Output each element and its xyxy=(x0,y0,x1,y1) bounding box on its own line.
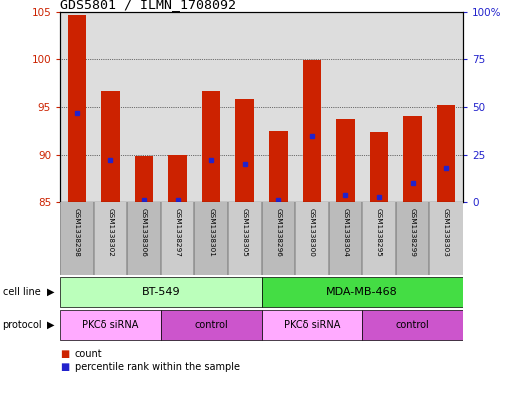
Text: GSM1338306: GSM1338306 xyxy=(141,208,147,257)
Bar xyxy=(101,91,120,202)
Bar xyxy=(60,310,161,340)
Text: GDS5801 / ILMN_1708092: GDS5801 / ILMN_1708092 xyxy=(60,0,236,11)
Bar xyxy=(403,116,422,202)
Text: PKCδ siRNA: PKCδ siRNA xyxy=(283,320,340,330)
Text: ■: ■ xyxy=(60,362,70,373)
Bar xyxy=(370,132,388,202)
Bar xyxy=(60,202,94,275)
Text: GSM1338295: GSM1338295 xyxy=(376,208,382,257)
Bar xyxy=(135,156,153,202)
Bar xyxy=(195,202,228,275)
Bar xyxy=(429,202,463,275)
Bar xyxy=(60,277,262,307)
Text: GSM1338303: GSM1338303 xyxy=(443,208,449,257)
Bar xyxy=(168,155,187,202)
Text: GSM1338302: GSM1338302 xyxy=(108,208,113,257)
Text: GSM1338304: GSM1338304 xyxy=(343,208,348,257)
Bar xyxy=(362,202,396,275)
Bar xyxy=(295,202,328,275)
Bar xyxy=(161,310,262,340)
Text: cell line: cell line xyxy=(3,287,40,297)
Text: GSM1338296: GSM1338296 xyxy=(275,208,281,257)
Text: protocol: protocol xyxy=(3,320,42,330)
Text: MDA-MB-468: MDA-MB-468 xyxy=(326,287,398,297)
Bar xyxy=(161,202,195,275)
Bar xyxy=(303,61,321,202)
Text: BT-549: BT-549 xyxy=(142,287,180,297)
Text: PKCδ siRNA: PKCδ siRNA xyxy=(82,320,139,330)
Text: GSM1338299: GSM1338299 xyxy=(410,208,415,257)
Bar xyxy=(67,15,86,202)
Text: ▶: ▶ xyxy=(48,320,55,330)
Text: count: count xyxy=(75,349,103,359)
Text: GSM1338305: GSM1338305 xyxy=(242,208,248,257)
Bar xyxy=(228,202,262,275)
Bar xyxy=(396,202,429,275)
Bar xyxy=(235,99,254,202)
Bar xyxy=(328,202,362,275)
Bar xyxy=(127,202,161,275)
Text: control: control xyxy=(194,320,228,330)
Text: percentile rank within the sample: percentile rank within the sample xyxy=(75,362,240,373)
Bar xyxy=(437,105,456,202)
Bar xyxy=(202,91,220,202)
Text: ■: ■ xyxy=(60,349,70,359)
Text: ▶: ▶ xyxy=(48,287,55,297)
Text: GSM1338301: GSM1338301 xyxy=(208,208,214,257)
Bar xyxy=(269,131,288,202)
Bar xyxy=(94,202,127,275)
Text: control: control xyxy=(395,320,429,330)
Bar xyxy=(336,119,355,202)
Bar xyxy=(262,277,463,307)
Text: GSM1338300: GSM1338300 xyxy=(309,208,315,257)
Text: GSM1338297: GSM1338297 xyxy=(175,208,180,257)
Text: GSM1338298: GSM1338298 xyxy=(74,208,80,257)
Bar xyxy=(262,310,362,340)
Bar xyxy=(262,202,295,275)
Bar xyxy=(362,310,463,340)
